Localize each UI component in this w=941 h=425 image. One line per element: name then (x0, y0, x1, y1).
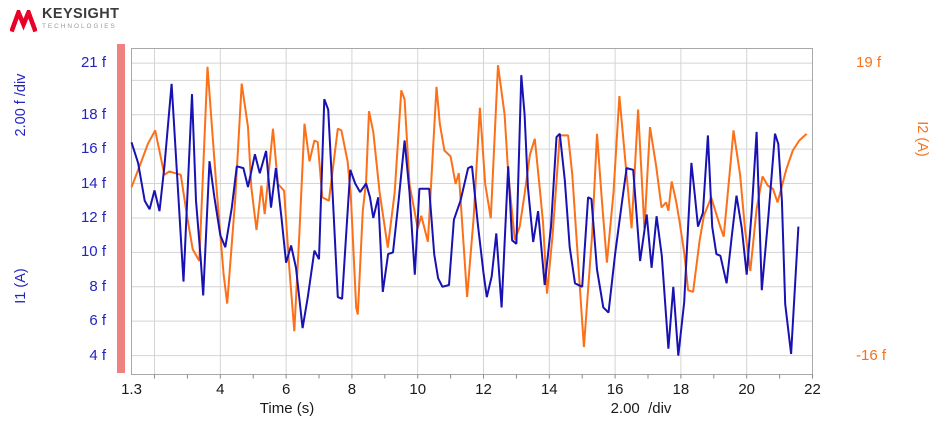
plot-border (131, 48, 813, 375)
x-axis-tick-label: 12 (475, 381, 492, 398)
x-axis-tick-label: 20 (738, 381, 756, 398)
left-axis-tick-label: 21 f (80, 54, 106, 72)
keysight-logo: KEYSIGHT TECHNOLOGIES (10, 7, 119, 33)
brand-subtitle: TECHNOLOGIES (42, 22, 117, 30)
x-axis-scale-label: 2.00 /div (610, 400, 672, 417)
x-axis-tick-label: 14 (540, 381, 558, 398)
x-axis-tick-label: 8 (347, 381, 357, 398)
axis-highlight-bar (117, 44, 125, 373)
left-axis-tick-label: 18 f (80, 105, 106, 123)
keysight-spark-icon (10, 10, 37, 33)
left-axis-tick-label: 10 f (80, 243, 106, 261)
x-axis-name-label: Time (s) (259, 400, 315, 417)
right-axis-tick-label: -16 f (856, 346, 887, 364)
x-axis-tick-label: 22 (804, 381, 821, 398)
x-axis-tick-label: 10 (409, 381, 427, 398)
x-axis-tick-label: 16 (606, 381, 624, 398)
x-axis-tick-label: 18 (672, 381, 690, 398)
left-axis-tick-label: 8 f (89, 277, 106, 295)
left-axis-scale-label: 2.00 f /div (13, 73, 29, 137)
left-axis-tick-label: 14 f (80, 174, 106, 192)
x-axis-tick-label: 1.3 (121, 381, 142, 398)
x-axis-tick-label: 4 (216, 381, 225, 398)
left-axis-name-label: I1 (A) (13, 268, 29, 304)
series-line-i1 (130, 75, 800, 356)
left-axis-tick-label: 16 f (80, 140, 106, 158)
left-axis-tick-label: 6 f (89, 312, 106, 330)
brand-name: KEYSIGHT (42, 6, 120, 22)
left-axis-tick-label: 12 f (80, 208, 106, 226)
right-axis-name-label: I2 (A) (914, 121, 930, 157)
series-line-i2 (130, 65, 808, 348)
x-axis-tick-label: 6 (281, 381, 291, 398)
left-axis-tick-label: 4 f (89, 346, 106, 364)
right-axis-tick-label: 19 f (856, 53, 882, 71)
